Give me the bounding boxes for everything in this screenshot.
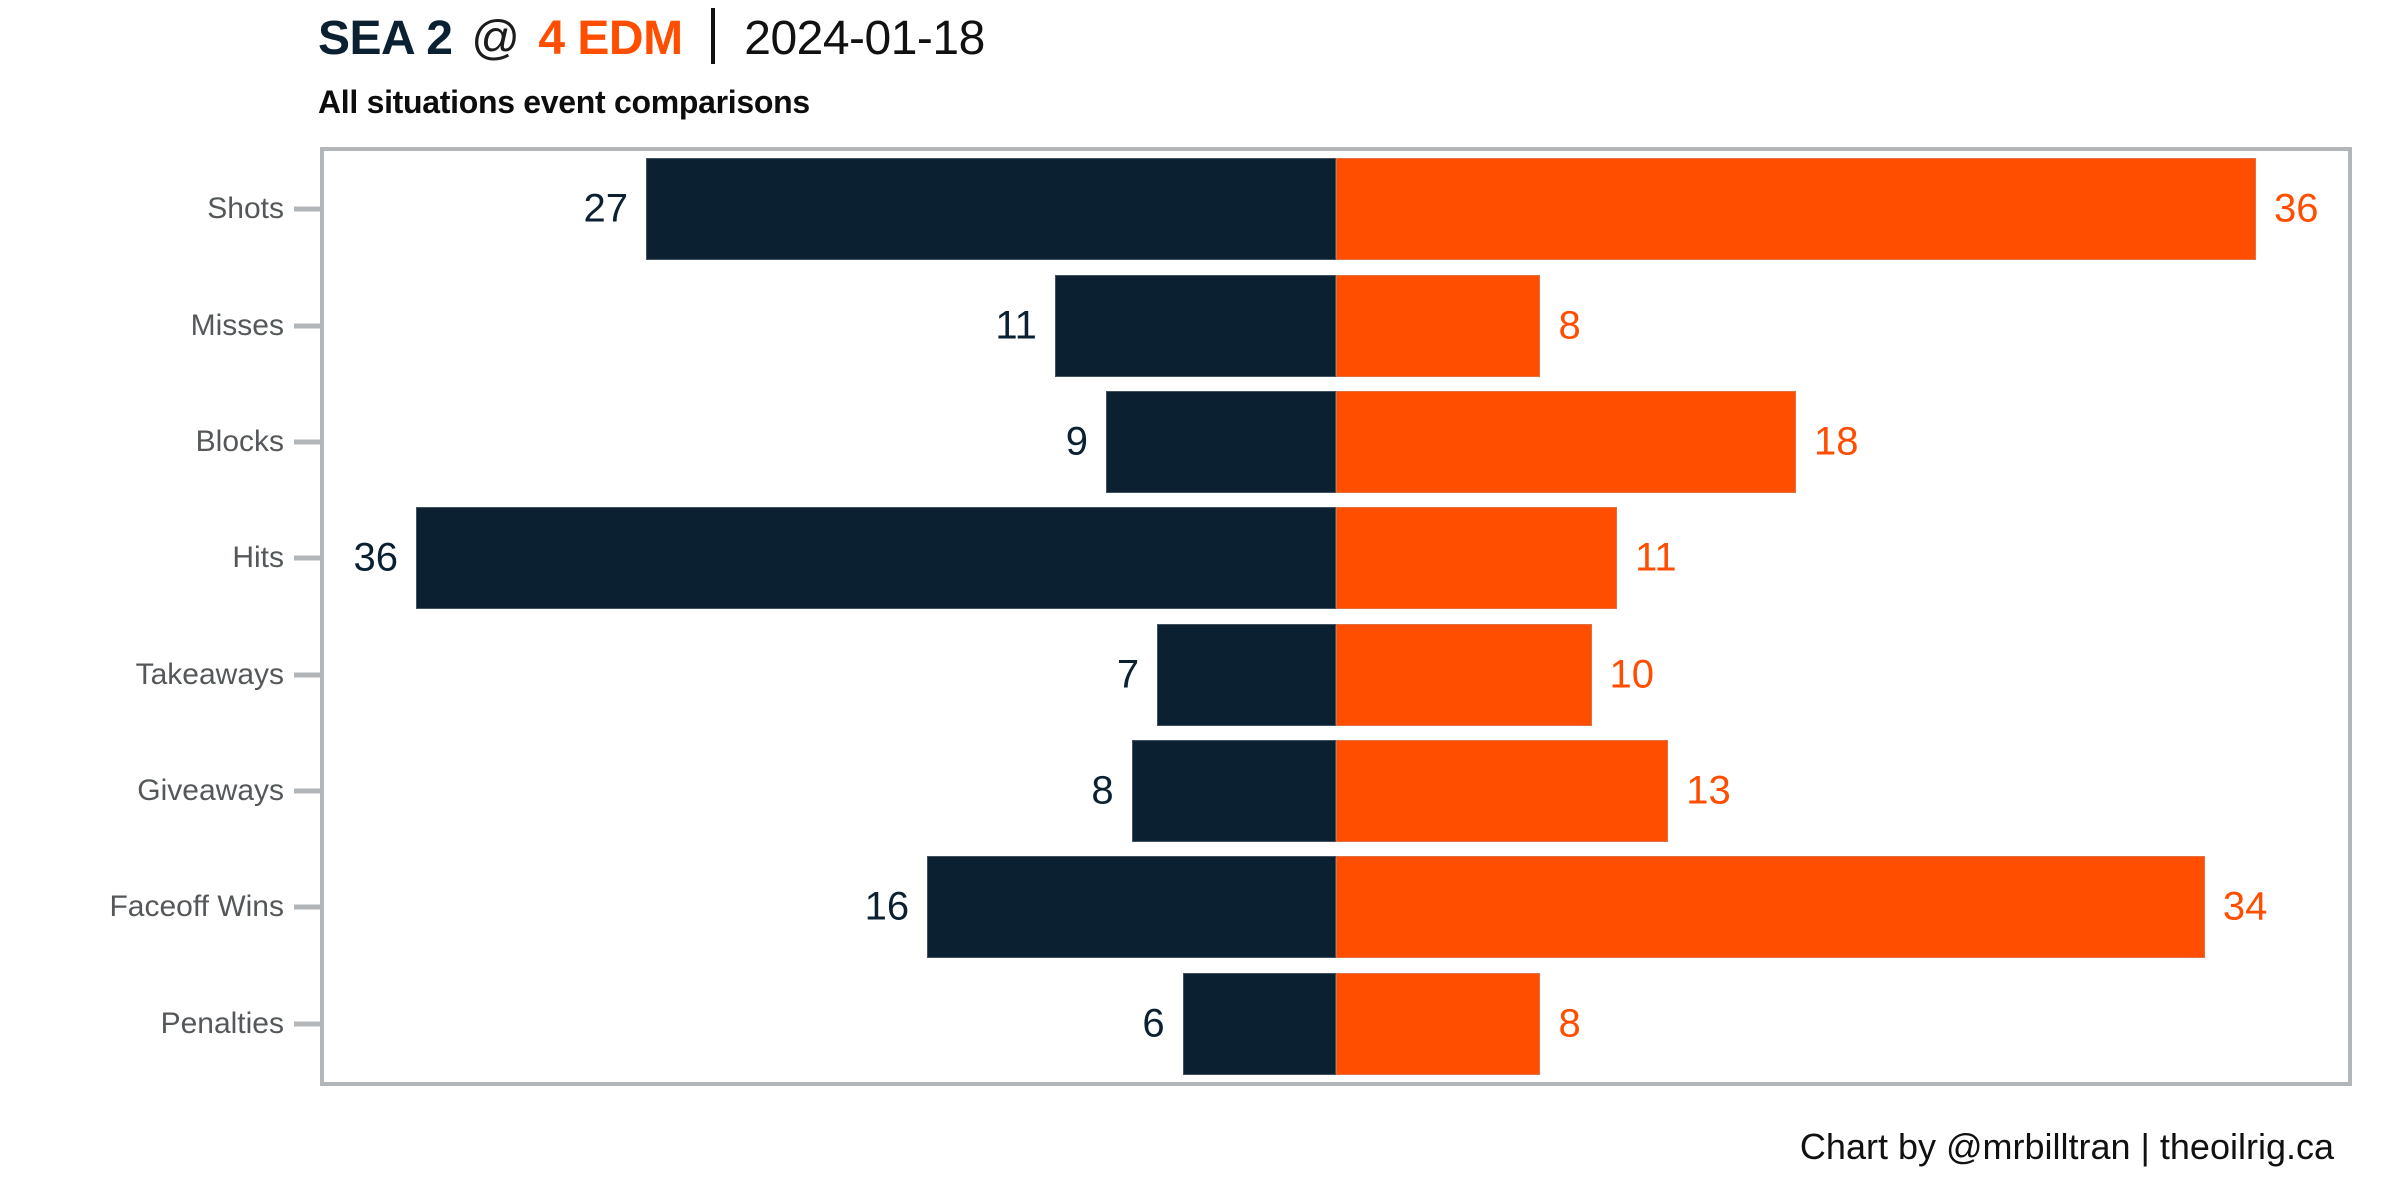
axis-tick xyxy=(294,1021,322,1027)
category-label: Misses xyxy=(190,308,284,342)
value-label-home: 8 xyxy=(1558,303,1581,348)
value-label-home: 34 xyxy=(2222,884,2268,929)
category-label: Penalties xyxy=(160,1006,284,1040)
bar-home xyxy=(1336,740,1669,843)
value-label-away: 36 xyxy=(353,535,399,580)
value-label-home: 11 xyxy=(1635,535,1677,580)
chart-header: SEA 2 @ 4 EDM | 2024-01-18 All situation… xyxy=(318,8,985,121)
value-label-home: 10 xyxy=(1609,652,1655,697)
bar-home xyxy=(1336,390,1796,493)
value-label-away: 8 xyxy=(1091,768,1114,813)
category-label: Shots xyxy=(207,192,284,226)
bar-away xyxy=(927,856,1336,959)
page-title: SEA 2 @ 4 EDM | 2024-01-18 xyxy=(318,8,985,66)
chart-row: Shots 27 36 xyxy=(207,151,2348,267)
bar-away xyxy=(1157,623,1336,726)
home-team-score: 4 EDM xyxy=(538,12,683,65)
at-symbol: @ xyxy=(471,12,520,65)
away-team-score: SEA 2 xyxy=(318,12,453,65)
axis-tick xyxy=(294,323,322,329)
value-label-home: 18 xyxy=(1814,419,1859,464)
value-label-away: 9 xyxy=(1065,419,1088,464)
bar-home xyxy=(1336,158,2256,261)
category-label: Takeaways xyxy=(135,657,284,691)
axis-tick xyxy=(294,788,322,794)
category-label: Faceoff Wins xyxy=(109,890,284,924)
chart-row: Giveaways 8 13 xyxy=(137,733,2348,849)
chart-row: Misses 11 8 xyxy=(191,267,2348,383)
bar-away xyxy=(1054,274,1336,377)
chart-row: Takeaways 7 10 xyxy=(136,617,2348,733)
axis-tick xyxy=(294,672,322,678)
value-label-home: 36 xyxy=(2274,186,2319,231)
category-label: Hits xyxy=(232,541,284,575)
chart-plot: Shots 27 36 Misses 11 8 Blocks 9 18 Hits 36 11 Takea… xyxy=(109,147,2352,1086)
category-label: Giveaways xyxy=(137,774,284,808)
value-label-away: 7 xyxy=(1116,652,1140,697)
value-label-away: 16 xyxy=(864,884,910,929)
game-date: 2024-01-18 xyxy=(744,12,985,65)
bar-away xyxy=(646,158,1336,261)
value-label-away: 27 xyxy=(583,186,629,231)
bar-home xyxy=(1336,972,1541,1075)
bar-home xyxy=(1336,274,1541,377)
value-label-home: 8 xyxy=(1558,1001,1581,1046)
chart-row: Hits 36 11 xyxy=(232,500,2348,616)
bar-away xyxy=(1131,740,1336,843)
value-label-away: 11 xyxy=(995,303,1037,348)
axis-tick xyxy=(294,904,322,910)
axis-tick xyxy=(294,206,322,212)
bar-away xyxy=(416,507,1336,610)
category-label: Blocks xyxy=(195,424,284,458)
bar-home xyxy=(1336,623,1592,726)
value-label-away: 6 xyxy=(1142,1001,1165,1046)
title-divider: | xyxy=(711,8,716,64)
value-label-home: 13 xyxy=(1686,768,1731,813)
chart-row: Blocks 9 18 xyxy=(196,384,2348,500)
axis-tick xyxy=(294,555,322,561)
credit-footer: Chart by @mrbilltran | theoilrig.ca xyxy=(1799,1126,2334,1167)
bar-home xyxy=(1336,507,1618,610)
bar-home xyxy=(1336,856,2205,959)
chart-row: Faceoff Wins 16 34 xyxy=(109,849,2348,965)
axis-tick xyxy=(294,439,322,445)
bar-away xyxy=(1182,972,1336,1075)
chart-subtitle: All situations event comparisons xyxy=(318,84,810,121)
chart-row: Penalties 6 8 xyxy=(161,966,2348,1082)
bar-away xyxy=(1106,390,1336,493)
